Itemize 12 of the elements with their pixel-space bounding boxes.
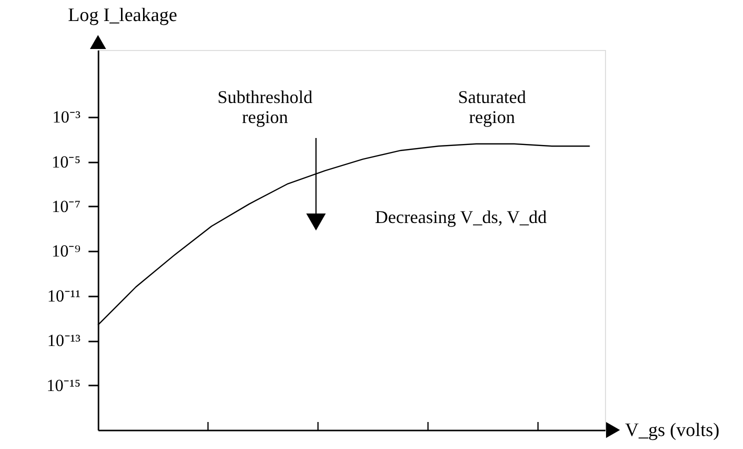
y-tick-label: 10⁻¹⁵ [46,376,81,395]
y-tick-label: 10⁻³ [52,108,80,127]
y-tick-label: 10⁻⁹ [52,242,81,261]
annotation: Saturated region [458,87,526,127]
y-axis-title: Log I_leakage [68,5,178,26]
y-tick-label: 10⁻⁷ [52,196,81,216]
y-tick-label: 10⁻¹³ [47,331,80,350]
x-axis-title: V_gs (volts) [625,420,720,441]
y-tick-label: 10⁻⁵ [52,152,81,172]
annotation: Subthreshold region [217,87,313,127]
y-tick-label: 10⁻¹¹ [47,286,80,306]
annotation: Decreasing V_ds, V_dd [375,207,547,227]
